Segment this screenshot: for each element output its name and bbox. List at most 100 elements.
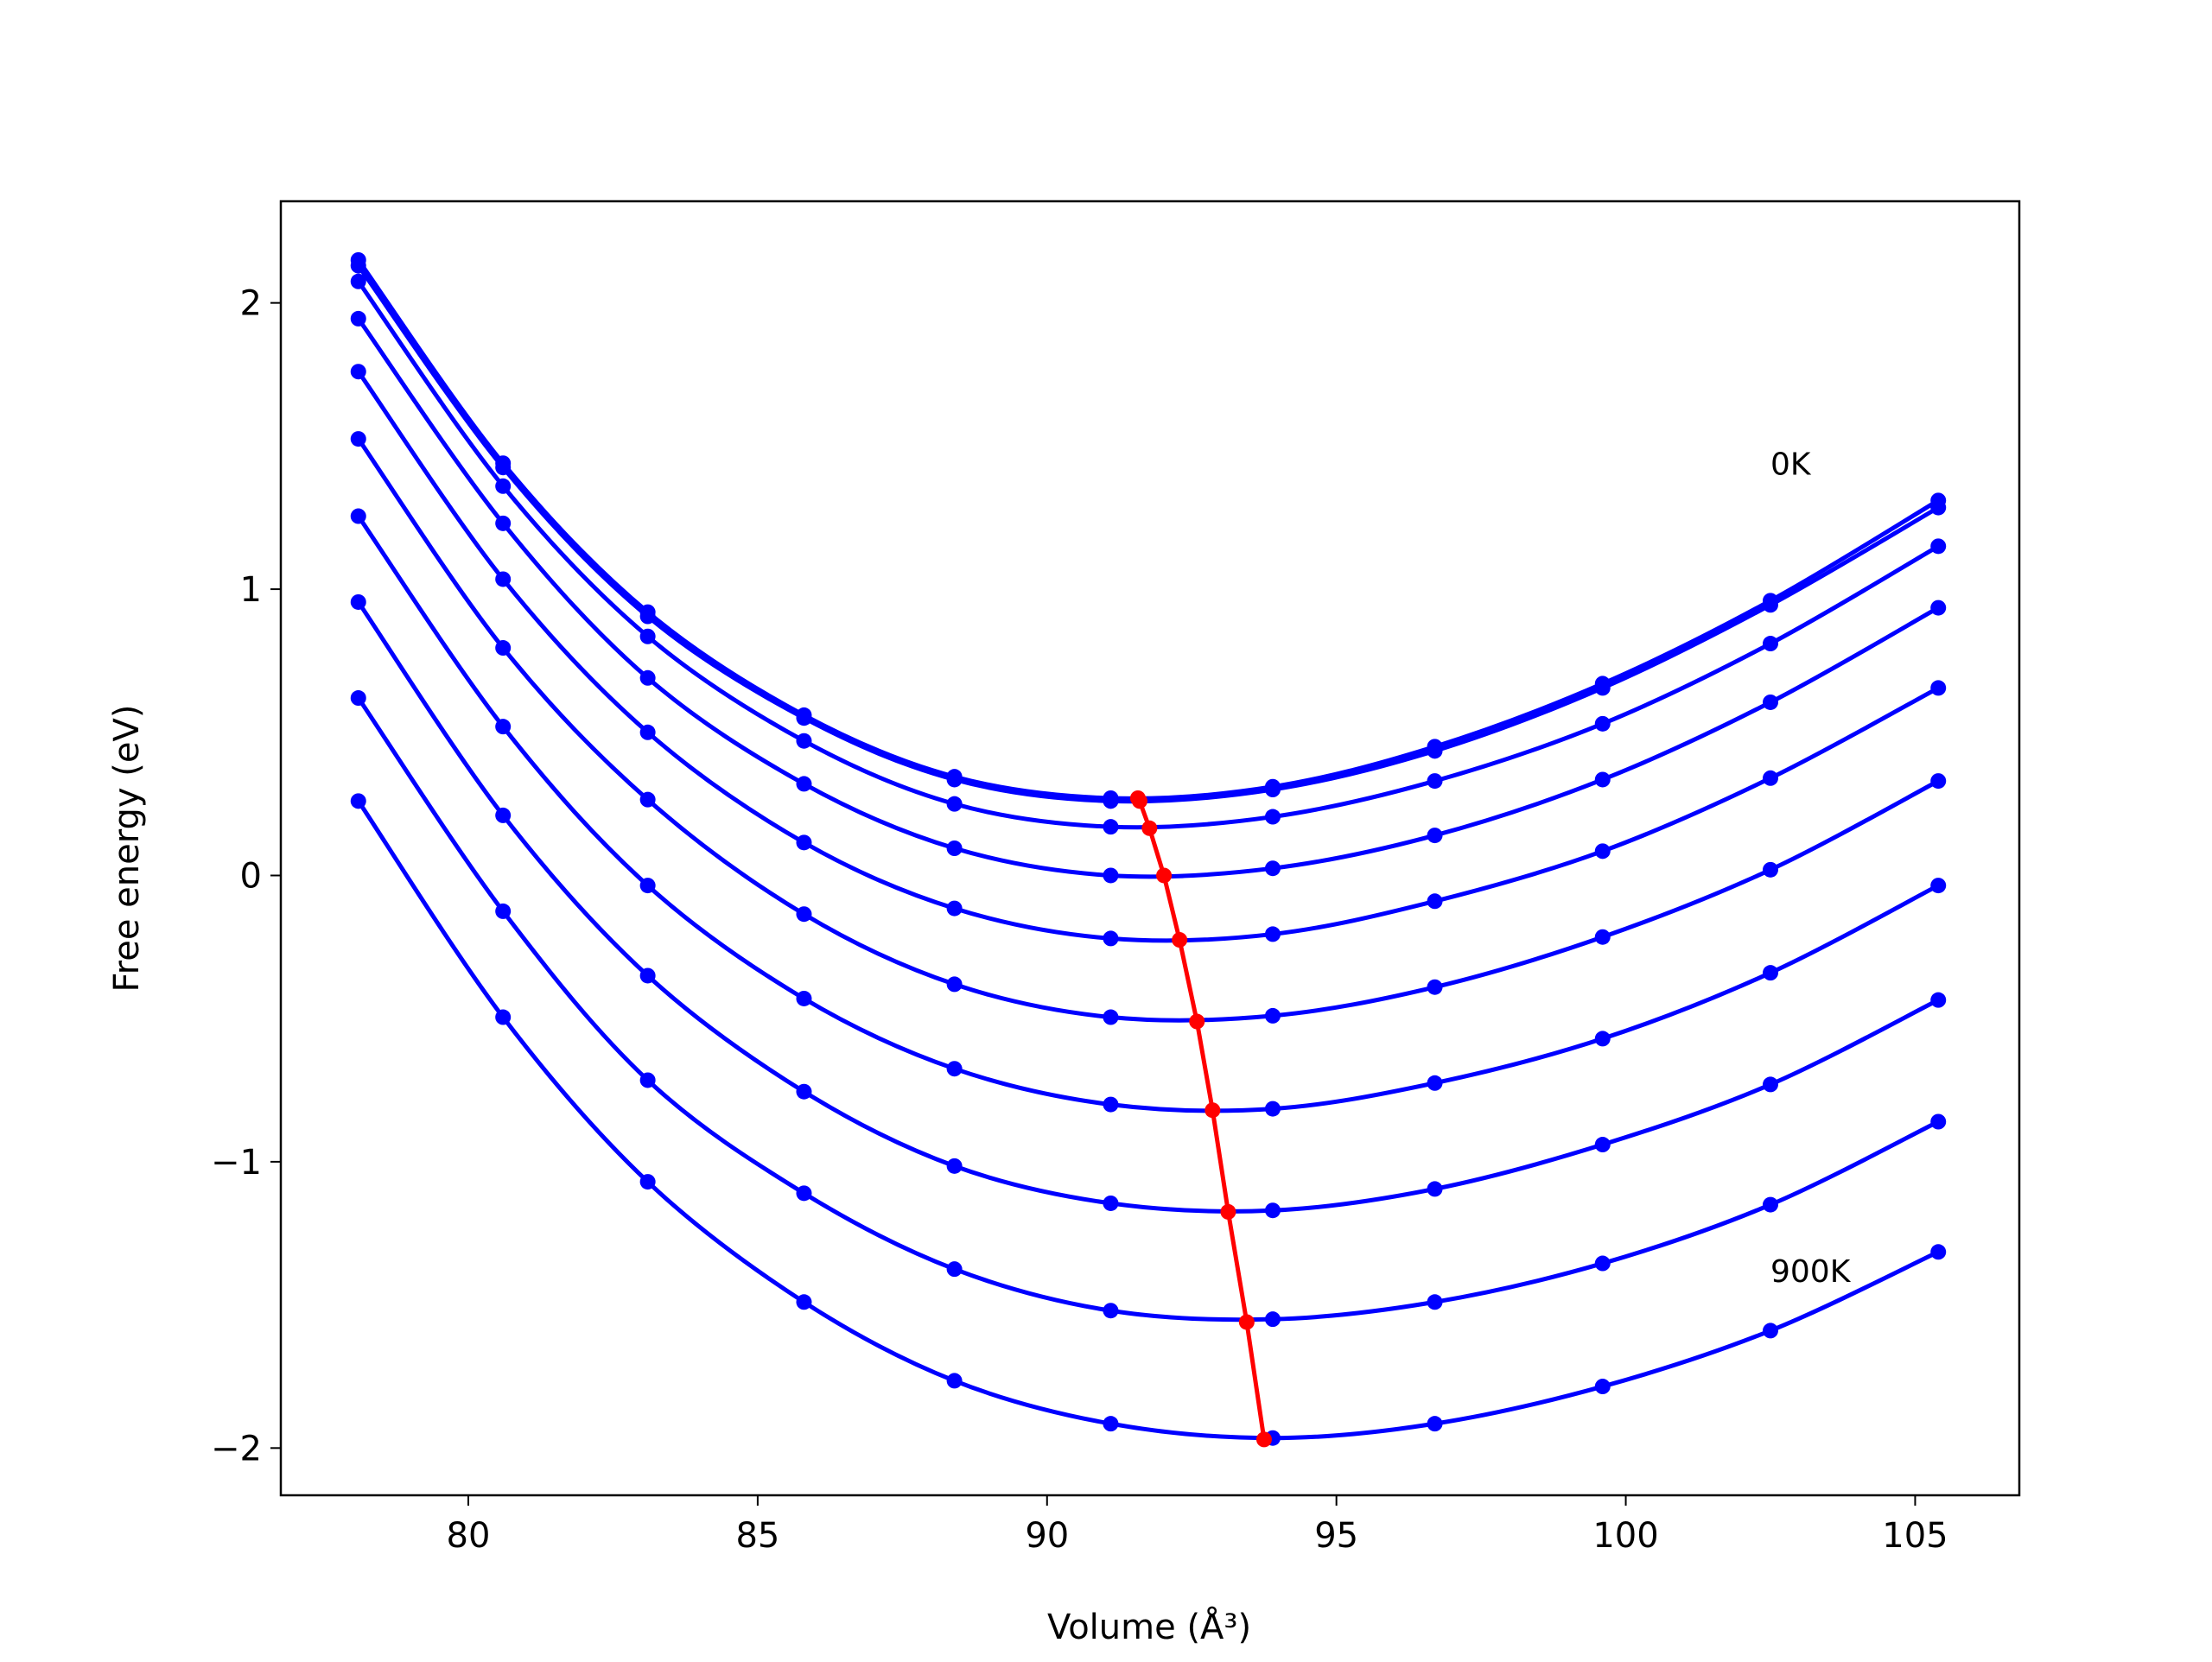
data-point	[495, 478, 512, 494]
series-line	[356, 280, 1940, 830]
data-point	[1427, 1416, 1443, 1432]
data-point	[639, 628, 656, 644]
data-point	[946, 841, 963, 856]
data-point	[495, 807, 512, 823]
data-point	[1762, 694, 1778, 710]
data-point	[639, 967, 656, 984]
data-point	[1264, 1101, 1281, 1117]
data-point	[1762, 597, 1778, 613]
data-point	[1205, 1102, 1221, 1119]
data-point	[1220, 1203, 1236, 1220]
series-line	[356, 696, 1940, 1323]
data-point	[796, 1294, 812, 1310]
data-point	[1427, 1294, 1443, 1310]
data-point	[350, 431, 366, 447]
data-point	[796, 834, 812, 851]
data-point	[946, 1261, 963, 1278]
data-point	[350, 593, 366, 610]
data-point	[495, 1009, 512, 1025]
series-line	[356, 799, 1940, 1441]
y-tick-label: 1	[240, 570, 262, 610]
data-point	[1264, 809, 1281, 825]
data-point	[1930, 680, 1947, 696]
data-point	[1427, 743, 1443, 759]
series-line	[356, 370, 1940, 943]
data-point	[350, 257, 366, 274]
y-axis-label: Free energy (eV)	[107, 705, 147, 993]
series-line	[356, 258, 1940, 801]
data-point	[1930, 1113, 1947, 1130]
data-point	[1762, 1076, 1778, 1093]
data-point	[1594, 680, 1611, 696]
data-point	[1594, 715, 1611, 732]
data-point	[1762, 861, 1778, 878]
data-point	[796, 906, 812, 923]
data-point	[639, 724, 656, 740]
data-point	[495, 515, 512, 531]
data-point	[946, 1373, 963, 1389]
data-point	[1264, 782, 1281, 798]
data-point	[1189, 1013, 1205, 1030]
data-point	[1762, 1323, 1778, 1339]
data-point	[796, 1083, 812, 1100]
x-tick-label: 105	[1882, 1516, 1948, 1556]
data-point	[796, 776, 812, 792]
data-point	[1594, 1379, 1611, 1395]
data-point	[1594, 771, 1611, 788]
y-tick-label: 0	[240, 856, 262, 896]
data-point	[1427, 979, 1443, 995]
data-point	[1930, 538, 1947, 555]
data-point	[495, 640, 512, 657]
data-point	[946, 771, 963, 788]
data-point	[1762, 636, 1778, 652]
data-point	[1930, 992, 1947, 1008]
data-point	[946, 976, 963, 993]
data-point	[1264, 1311, 1281, 1328]
data-point	[1594, 1137, 1611, 1153]
x-tick-label: 80	[447, 1516, 491, 1556]
data-point	[1103, 1303, 1119, 1319]
data-point	[1264, 1007, 1281, 1024]
data-point	[639, 608, 656, 625]
data-point	[1594, 1255, 1611, 1272]
x-axis-label: Volume (Å³)	[1047, 1606, 1251, 1647]
data-point	[1238, 1314, 1255, 1330]
data-point	[1427, 1075, 1443, 1091]
data-point	[1427, 828, 1443, 844]
x-tick-label: 100	[1592, 1516, 1658, 1556]
data-point	[1172, 932, 1188, 948]
data-point	[796, 1185, 812, 1202]
data-point	[796, 710, 812, 726]
data-point	[495, 719, 512, 735]
x-tick-label: 85	[735, 1516, 779, 1556]
data-point	[1762, 965, 1778, 981]
data-point	[1427, 893, 1443, 910]
data-point	[1141, 820, 1158, 836]
data-point	[350, 273, 366, 289]
x-tick-label: 95	[1314, 1516, 1358, 1556]
y-tick-label: −1	[211, 1143, 262, 1183]
data-point	[350, 690, 366, 707]
data-point	[1264, 1202, 1281, 1219]
data-point	[1930, 773, 1947, 790]
data-point	[1103, 867, 1119, 884]
data-point	[350, 310, 366, 327]
data-point	[1264, 926, 1281, 942]
series-line	[356, 264, 1940, 804]
data-point	[639, 1174, 656, 1190]
series-line	[1135, 796, 1267, 1440]
data-point	[796, 990, 812, 1006]
data-point	[1103, 930, 1119, 947]
data-point	[639, 669, 656, 686]
annotation: 900K	[1770, 1254, 1852, 1290]
data-point	[495, 460, 512, 476]
data-point	[1103, 1009, 1119, 1025]
data-point	[1930, 599, 1947, 616]
x-tick-label: 90	[1025, 1516, 1069, 1556]
series-line	[356, 317, 1940, 879]
data-point	[1762, 1196, 1778, 1213]
data-point	[1103, 793, 1119, 809]
data-point	[1156, 867, 1173, 884]
data-point	[1427, 1181, 1443, 1197]
